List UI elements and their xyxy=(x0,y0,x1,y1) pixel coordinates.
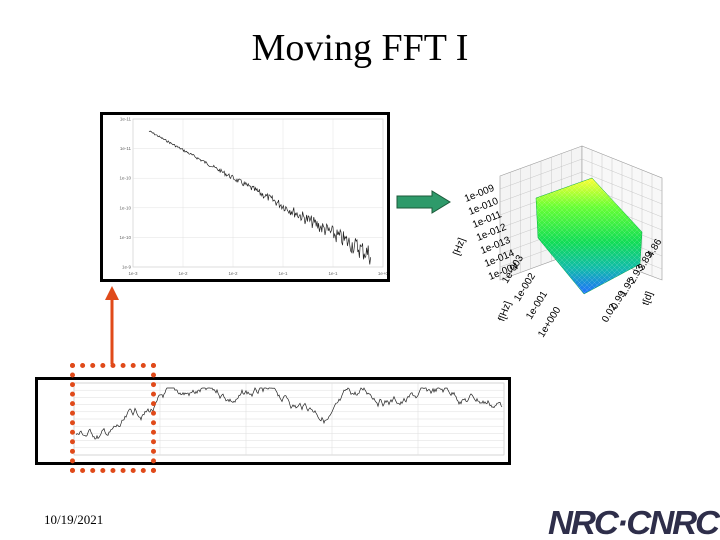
fft-y-tick-label: 1e-11 xyxy=(120,146,132,151)
slide-date: 10/19/2021 xyxy=(44,512,104,527)
up-arrow-icon xyxy=(105,286,119,364)
fft-x-tick-label: 1e-1 xyxy=(278,271,288,276)
fft-spectrum-line xyxy=(148,130,371,265)
fft-y-tick-label: 1e-10 xyxy=(119,176,131,181)
moving-fft-surface-plot: 1e-0091e-0101e-0111e-0121e-0131e-0141e-0… xyxy=(452,145,665,340)
fft-x-tick-label: 1e-3 xyxy=(128,271,138,276)
slide-title: Moving FFT I xyxy=(251,27,469,69)
surface-time-axis-label: t[d] xyxy=(640,290,655,307)
fft-x-tick-label: 1e+0 xyxy=(378,271,387,276)
fft-y-tick-label: 1e-9 xyxy=(122,265,132,270)
fft-y-tick-label: 1e-10 xyxy=(119,235,131,240)
fft-window-marker xyxy=(70,363,156,473)
fft-spectrum-svg: 1e-9 1e-10 1e-10 1e-10 1e-11 1e-11 1e-3 1e-2 1e… xyxy=(103,115,389,279)
fft-x-tick-label: 1e-2 xyxy=(228,271,238,276)
time-series-plot xyxy=(35,377,511,465)
fft-y-tick-label: 1e-10 xyxy=(119,205,131,210)
time-series-line xyxy=(75,387,503,440)
right-arrow-icon xyxy=(396,190,451,214)
fft-spectrum-plot: 1e-9 1e-10 1e-10 1e-10 1e-11 1e-11 1e-3 1e-2 1e… xyxy=(100,112,390,282)
fft-x-tick-label: 1e-2 xyxy=(178,271,188,276)
fft-y-tick-label: 1e-11 xyxy=(120,117,132,122)
time-series-svg xyxy=(38,380,508,462)
nrc-cnrc-logo: NRC·CNRC xyxy=(548,505,720,539)
surface-freq-axis-label: f[Hz] xyxy=(496,300,513,323)
surface-z-axis-label: [Hz] xyxy=(452,236,468,257)
fft-x-tick-label: 1e-1 xyxy=(328,271,338,276)
svg-text:NRC·CNRC: NRC·CNRC xyxy=(548,505,720,539)
